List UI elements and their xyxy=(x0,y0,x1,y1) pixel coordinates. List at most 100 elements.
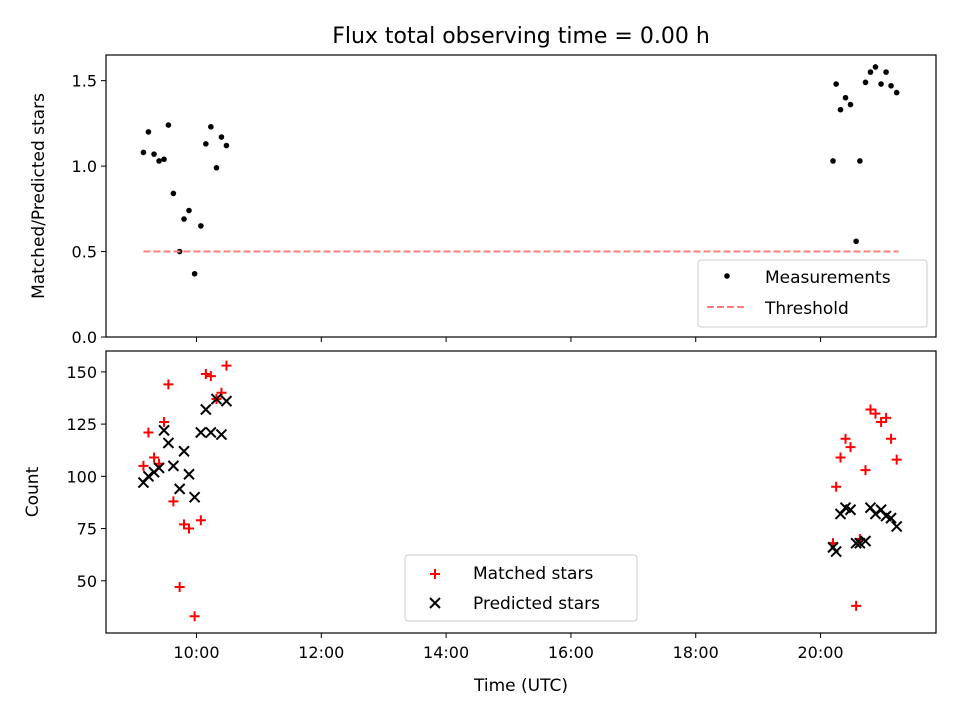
matched-star-point xyxy=(174,582,185,593)
measurement-point xyxy=(156,158,162,164)
measurement-point xyxy=(218,134,225,140)
matched-star-point xyxy=(845,442,856,453)
matched-star-point xyxy=(143,427,154,438)
predicted-star-point xyxy=(830,545,842,558)
matched-star-point xyxy=(159,417,170,428)
x-axis-label: Time (UTC) xyxy=(473,676,568,696)
predicted-star-point xyxy=(850,537,862,549)
measurement-point xyxy=(837,106,844,113)
measurement-point xyxy=(198,223,204,229)
top-y-axis-label: Matched/Predicted stars xyxy=(29,93,49,299)
predicted-star-point xyxy=(885,512,897,524)
measurement-point xyxy=(878,81,884,87)
bottom-panel-count: Count 50 75 100 125 150 10:00 12:00 14:00 16:00 1… xyxy=(23,350,937,662)
matched-star-point xyxy=(138,460,149,471)
measurement-point xyxy=(151,151,157,157)
legend-measurement-marker xyxy=(724,273,730,279)
predicted-star-point xyxy=(188,491,201,503)
matched-star-point xyxy=(881,412,892,423)
matched-star-point xyxy=(168,496,179,507)
y-tick-label: 150 xyxy=(66,363,97,382)
predicted-star-point xyxy=(220,395,233,407)
measurement-point xyxy=(140,149,147,156)
predicted-star-point xyxy=(890,520,903,533)
matched-star-point xyxy=(840,433,851,444)
matched-star-point xyxy=(189,611,200,622)
x-tick-label: 20:00 xyxy=(797,643,843,662)
legend-box xyxy=(697,259,928,328)
y-tick-label: 100 xyxy=(66,467,97,486)
matched-star-point xyxy=(835,452,846,463)
legend-matched-marker xyxy=(430,569,440,579)
measurement-point xyxy=(161,156,167,163)
matched-star-point xyxy=(886,433,897,444)
x-tick-label: 16:00 xyxy=(548,643,594,662)
measurement-point xyxy=(893,89,900,96)
matched-star-point xyxy=(831,481,842,492)
measurement-point xyxy=(186,207,192,214)
matched-star-point xyxy=(200,368,211,379)
legend-predicted-label: Predicted stars xyxy=(473,594,600,614)
legend-threshold-label: Threshold xyxy=(764,299,849,319)
predicted-star-point xyxy=(844,504,857,516)
x-tick-label: 10:00 xyxy=(173,643,219,662)
measurement-point xyxy=(883,69,889,75)
measurement-point xyxy=(191,270,198,277)
predicted-star-point xyxy=(869,508,882,520)
measurement-point xyxy=(208,123,214,130)
matched-star-point xyxy=(891,454,902,465)
predicted-star-point xyxy=(195,426,207,439)
matched-star-point xyxy=(195,515,206,526)
measurement-point xyxy=(857,158,863,164)
measurement-point xyxy=(842,94,849,101)
matched-star-point xyxy=(860,465,871,476)
predicted-star-point xyxy=(200,403,212,416)
legend-measurements-label: Measurements xyxy=(765,268,891,288)
measurement-point xyxy=(872,64,879,70)
chart-title: Flux total observing time = 0.00 h xyxy=(332,24,710,49)
predicted-star-point xyxy=(142,470,155,483)
y-tick-label: 50 xyxy=(77,572,97,591)
measurement-point xyxy=(203,141,209,147)
x-tick-label: 18:00 xyxy=(673,643,719,662)
top-panel-ratio: Matched/Predicted stars 0.0 0.5 1.0 1.5 Meas… xyxy=(29,54,937,347)
measurement-point xyxy=(862,79,869,86)
measurement-point xyxy=(145,129,152,135)
measurement-point xyxy=(847,101,854,108)
predicted-star-point xyxy=(153,462,165,474)
predicted-star-point xyxy=(173,483,186,495)
matched-star-point xyxy=(851,600,862,611)
measurement-point xyxy=(170,190,177,197)
predicted-star-point xyxy=(859,535,872,547)
x-tick-label: 12:00 xyxy=(298,643,344,662)
matched-star-point xyxy=(184,523,194,534)
measurement-point xyxy=(853,238,859,245)
y-tick-label: 125 xyxy=(66,415,97,434)
matched-star-point xyxy=(205,371,216,382)
x-tick-label: 14:00 xyxy=(423,643,469,662)
bottom-y-axis-label: Count xyxy=(23,466,43,517)
matched-star-point xyxy=(870,408,881,419)
measurement-point xyxy=(830,158,836,164)
measurement-point xyxy=(223,142,230,149)
legend-matched-label: Matched stars xyxy=(473,564,593,584)
predicted-star-point xyxy=(210,393,223,405)
predicted-star-point xyxy=(183,468,195,480)
legend-predicted-marker xyxy=(429,597,441,609)
predicted-star-point xyxy=(167,460,180,472)
predicted-star-point xyxy=(178,445,190,457)
measurement-point xyxy=(181,216,187,222)
measurement-point xyxy=(888,82,894,89)
legend-box xyxy=(404,554,638,622)
measurement-point xyxy=(165,122,172,128)
matched-star-point xyxy=(163,379,174,390)
measurement-point xyxy=(833,81,839,87)
predicted-star-point xyxy=(215,428,228,441)
plot-frame xyxy=(105,54,937,338)
predicted-star-point xyxy=(162,437,175,449)
y-tick-label: 0.0 xyxy=(72,328,97,347)
matched-star-point xyxy=(221,360,232,371)
predicted-star-point xyxy=(158,424,170,437)
measurement-point xyxy=(213,165,220,171)
